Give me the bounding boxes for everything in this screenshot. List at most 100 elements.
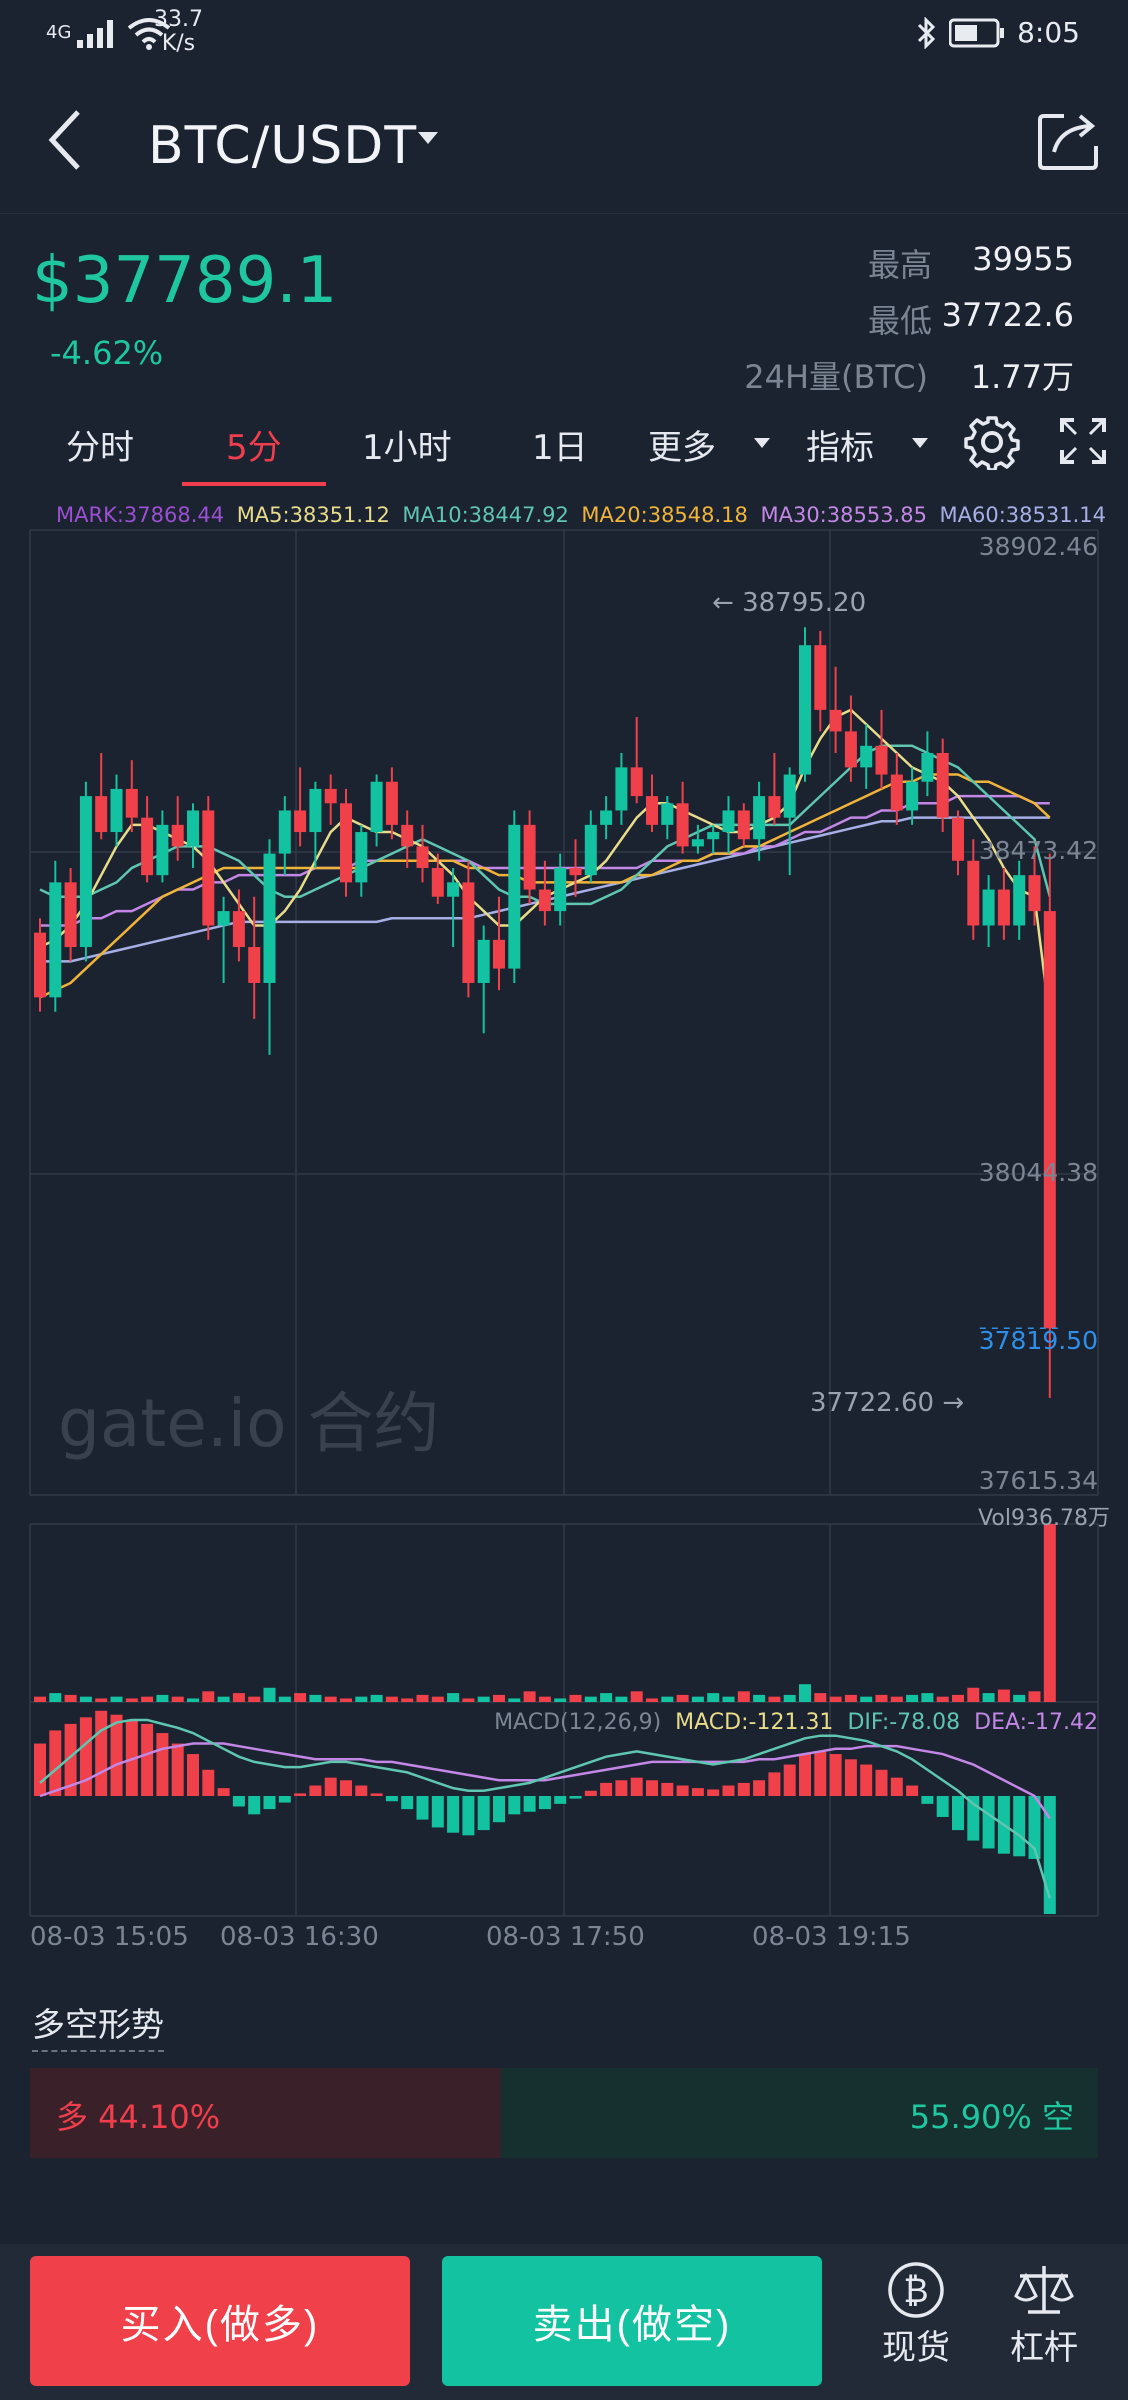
x-label-4: 08-03 19:15 [752, 1922, 911, 1952]
macd-bar [508, 1796, 521, 1815]
volume-bar [110, 1696, 123, 1702]
ma-legend-ma5: MA5:38351.12 [236, 503, 390, 527]
more-dropdown-icon[interactable] [754, 438, 770, 448]
back-icon[interactable] [44, 108, 84, 172]
volume-bar [370, 1694, 383, 1702]
candle-body [707, 832, 720, 840]
volume-bar [232, 1693, 245, 1702]
macd-bar [783, 1764, 796, 1796]
macd-bar [630, 1777, 643, 1796]
signal-indicator: 4G [46, 16, 171, 50]
volume-bar [523, 1691, 536, 1702]
long-short-title[interactable]: 多空形势 [32, 1998, 164, 2052]
volume-bar [34, 1696, 46, 1702]
candle-body [753, 796, 766, 840]
macd-bar [982, 1796, 995, 1849]
long-short-bar: 多 44.10% 55.90% 空 [30, 2068, 1098, 2158]
volume-bar [707, 1693, 720, 1702]
candle-body [722, 810, 735, 833]
macd-bar [906, 1785, 919, 1796]
macd-bar [401, 1796, 414, 1810]
candle-body [125, 788, 138, 818]
volume-bar [248, 1696, 261, 1702]
volume-bar [554, 1698, 567, 1702]
volume-bar [171, 1696, 184, 1702]
volume-bar [569, 1694, 582, 1702]
macd-bar [1028, 1796, 1041, 1859]
pair-selector[interactable]: BTC/USDT [148, 116, 418, 176]
tab-1hour[interactable]: 1小时 [362, 428, 452, 468]
macd-bar [416, 1796, 429, 1820]
candle-body [355, 832, 368, 883]
volume-bar [860, 1696, 873, 1702]
candle-body [783, 774, 796, 818]
macd-bar [95, 1710, 108, 1796]
ma-legend-mark: MARK:37868.44 [56, 503, 225, 527]
candle-body [278, 810, 291, 854]
macd-bar [844, 1759, 857, 1796]
volume-bar [95, 1698, 108, 1702]
tab-more[interactable]: 更多 [648, 428, 716, 468]
wifi-icon [127, 18, 171, 50]
tab-indicators[interactable]: 指标 [806, 428, 874, 468]
volume-bar [508, 1698, 521, 1702]
scale-icon [1014, 2266, 1074, 2314]
network-type: 4G [46, 22, 72, 43]
tab-timeline[interactable]: 分时 [66, 428, 134, 468]
spot-nav-button[interactable]: ₿ 现货 [856, 2260, 976, 2384]
macd-lines [39, 1718, 1051, 1899]
macd-bar [34, 1743, 46, 1796]
macd-bar [860, 1764, 873, 1796]
volume-bar [64, 1694, 77, 1702]
settings-gear-icon[interactable] [964, 414, 1020, 470]
volume-bar [263, 1687, 276, 1702]
margin-nav-button[interactable]: 杠杆 [984, 2260, 1104, 2384]
volume-bar [416, 1694, 429, 1702]
macd-bar [799, 1754, 811, 1796]
volume-bar [829, 1696, 842, 1702]
share-icon[interactable] [1036, 106, 1102, 172]
volume-bar [661, 1696, 674, 1702]
tab-5min[interactable]: 5分 [226, 428, 282, 468]
volume-bar [921, 1693, 934, 1702]
macd-bar [477, 1796, 490, 1831]
network-speed: 33.7 K/s [154, 8, 203, 56]
macd-value: MACD:-121.31 [675, 1710, 834, 1735]
macd-bar [232, 1796, 245, 1807]
candle-body [768, 796, 781, 818]
tab-1day[interactable]: 1日 [532, 428, 588, 468]
bitcoin-icon: ₿ [888, 2262, 944, 2318]
indicators-dropdown-icon[interactable] [912, 438, 928, 448]
fullscreen-icon[interactable] [1058, 416, 1108, 466]
volume-bar [630, 1691, 643, 1702]
macd-bar [952, 1796, 964, 1831]
volume-bar [768, 1696, 781, 1702]
volume-bar [187, 1698, 199, 1702]
volume-bar [294, 1693, 307, 1702]
macd-bar [64, 1723, 77, 1796]
macd-params: MACD(12,26,9) [494, 1710, 662, 1735]
volume-bar [278, 1696, 291, 1702]
macd-bar [355, 1785, 368, 1796]
volume-bar [722, 1696, 735, 1702]
buy-long-button[interactable]: 买入(做多) [30, 2256, 410, 2386]
volume-bar [340, 1698, 352, 1702]
volume-bar [890, 1696, 903, 1702]
clock: 8:05 [1017, 16, 1080, 49]
macd-bar [171, 1743, 184, 1796]
candle-body [431, 867, 444, 897]
candle-body [217, 911, 230, 926]
candle-body [1043, 911, 1056, 1329]
candle-body [829, 709, 842, 732]
macd-bar [156, 1733, 169, 1796]
candle-body [324, 788, 337, 804]
short-ratio-text: 55.90% 空 [909, 2098, 1074, 2136]
speed-unit: K/s [161, 31, 196, 56]
volume-bar [447, 1693, 460, 1702]
sell-short-button[interactable]: 卖出(做空) [442, 2256, 822, 2386]
candle-body [49, 882, 62, 998]
pair-dropdown-icon[interactable] [418, 132, 438, 144]
volume-legend: Vol936.78万 [978, 1506, 1110, 1531]
active-tab-indicator [182, 482, 326, 486]
